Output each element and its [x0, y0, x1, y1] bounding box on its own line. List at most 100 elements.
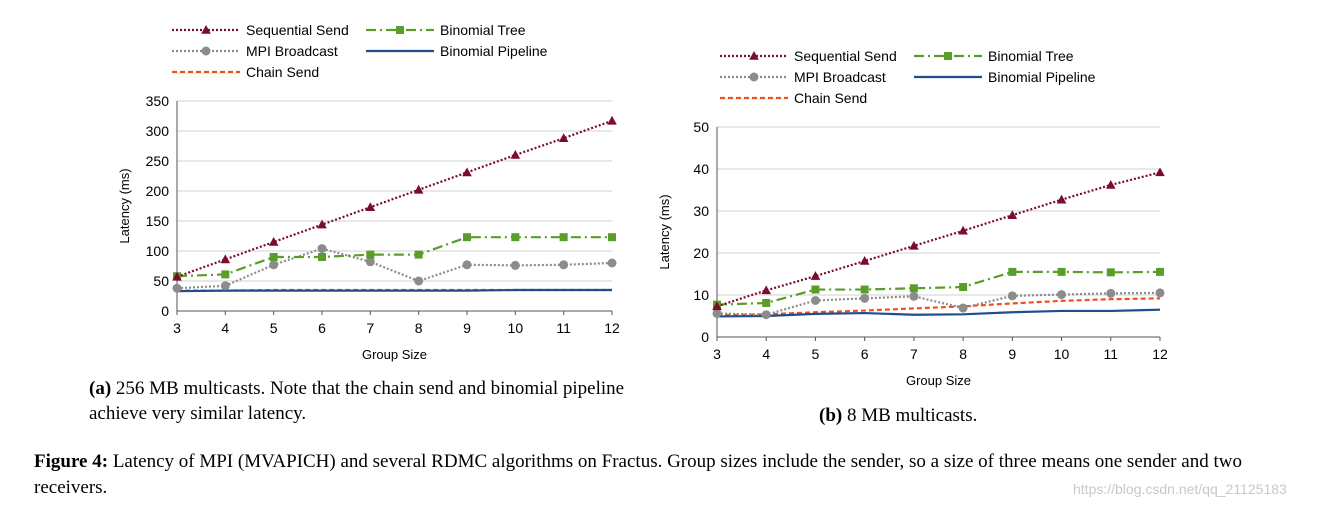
chart-b-point-mpi: [860, 293, 870, 303]
chart-a-ytick-label: 100: [146, 243, 170, 259]
chart-b-legend-label-binomial_tree: Binomial Tree: [988, 48, 1074, 64]
chart-b-xtick-label: 9: [1008, 346, 1016, 362]
chart-b-ylabel: Latency (ms): [657, 194, 672, 269]
chart-a-xtick-label: 12: [604, 320, 620, 336]
chart-a-xtick-label: 8: [415, 320, 423, 336]
chart-b-legend-label-sequential: Sequential Send: [794, 48, 897, 64]
chart-a-ytick-label: 200: [146, 183, 170, 199]
chart-b-xtick-label: 8: [959, 346, 967, 362]
chart-b-point-binomial_tree: [909, 284, 918, 293]
chart-a-xtick-label: 5: [270, 320, 278, 336]
chart-a-point-sequential: [607, 115, 617, 125]
chart-b-point-sequential: [859, 255, 870, 265]
chart-b-legend-marker-binomial_tree: [944, 52, 952, 60]
chart-b-point-mpi: [1057, 290, 1067, 300]
chart-a-point-sequential: [220, 254, 231, 264]
chart-b-point-mpi: [712, 308, 722, 318]
caption-a-label: (a): [89, 378, 112, 399]
chart-b-ytick-label: 0: [701, 329, 709, 345]
chart-a-series-binomial_pipeline: [176, 288, 612, 293]
chart-b-xtick-label: 4: [762, 346, 770, 362]
chart-b-xtick-label: 12: [1152, 346, 1168, 362]
chart-b-point-mpi: [761, 310, 771, 320]
chart-b-point-mpi: [810, 295, 820, 305]
chart-a-ytick-label: 0: [161, 303, 169, 319]
chart-a-point-mpi: [510, 260, 520, 270]
chart-b-point-sequential: [909, 240, 919, 250]
figure-caption: Figure 4: Latency of MPI (MVAPICH) and s…: [34, 449, 1254, 501]
chart-a-xtick-label: 3: [173, 320, 181, 336]
chart-a-point-mpi: [172, 283, 182, 293]
chart-b-ytick-label: 30: [693, 203, 709, 219]
chart-a-legend-label-mpi: MPI Broadcast: [246, 43, 338, 59]
caption-b-label: (b): [819, 405, 843, 426]
chart-b-legend-label-mpi: MPI Broadcast: [794, 69, 886, 85]
chart-a-point-sequential: [365, 202, 376, 211]
caption-a-text: 256 MB multicasts. Note that the chain s…: [89, 378, 625, 424]
chart-a-point-binomial_tree: [414, 250, 423, 259]
chart-a-ytick-label: 150: [146, 213, 170, 229]
chart-b-point-binomial_tree: [1057, 267, 1066, 276]
chart-b-ytick-label: 50: [693, 119, 709, 135]
chart-b-xtick-label: 11: [1104, 346, 1119, 362]
chart-b-legend-label-chain: Chain Send: [794, 90, 867, 106]
chart-b-8mb: 0 10 20 30 40 50 3 4 5 6 7 8 9 10 11 12 Group Size Latenc…: [657, 48, 1168, 388]
chart-b-series-binomial_tree: [716, 270, 1161, 306]
chart-a-point-mpi: [462, 260, 472, 270]
chart-a-ylabel: Latency (ms): [117, 168, 132, 243]
chart-a-point-binomial_tree: [366, 250, 375, 259]
chart-a-legend-marker-sequential: [201, 25, 211, 34]
chart-b-ytick-label: 20: [693, 245, 709, 261]
chart-b-point-sequential: [1105, 179, 1116, 189]
chart-a-point-mpi: [607, 258, 617, 268]
chart-a-series-sequential: [176, 119, 613, 278]
caption-a: (a) 256 MB multicasts. Note that the cha…: [89, 376, 649, 426]
chart-b-ytick-label: 10: [693, 287, 709, 303]
chart-b-point-binomial_tree: [1156, 267, 1164, 276]
chart-b-point-sequential: [1056, 194, 1067, 204]
chart-a-point-mpi: [220, 281, 230, 291]
chart-a-point-binomial_tree: [608, 233, 616, 242]
chart-b-point-binomial_tree: [1106, 268, 1115, 277]
chart-b-xtick-label: 7: [910, 346, 918, 362]
chart-a-legend-label-sequential: Sequential Send: [246, 22, 349, 38]
chart-b-point-binomial_tree: [811, 285, 820, 294]
chart-b-point-binomial_tree: [959, 283, 968, 292]
chart-a-point-mpi: [317, 244, 327, 254]
chart-a-legend-marker-mpi: [201, 46, 211, 56]
chart-b-point-binomial_tree: [860, 285, 869, 294]
chart-b-series-chain: [716, 297, 1161, 317]
chart-a-point-sequential: [462, 167, 472, 177]
chart-b-xtick-label: 6: [861, 346, 869, 362]
chart-b-point-sequential: [1155, 167, 1165, 177]
chart-a-point-sequential: [268, 237, 279, 246]
watermark: https://blog.csdn.net/qq_21125183: [1073, 481, 1287, 497]
chart-b-point-mpi: [909, 291, 919, 301]
chart-a-point-sequential: [317, 219, 327, 229]
caption-b-text: 8 MB multicasts.: [846, 405, 978, 426]
chart-a-xlabel: Group Size: [362, 347, 427, 362]
chart-b-xtick-label: 5: [812, 346, 820, 362]
chart-b-point-mpi: [958, 303, 968, 313]
chart-b-point-sequential: [761, 285, 772, 295]
chart-a-256mb: 0 50 100 150 200 250 300 350 3 4 5 6 7 8 9 10 11 12 Group …: [117, 22, 620, 362]
chart-a-ytick-label: 350: [146, 93, 170, 109]
chart-a-point-binomial_tree: [511, 233, 520, 242]
chart-b-point-sequential: [712, 301, 722, 311]
chart-a-xtick-label: 7: [366, 320, 374, 336]
chart-a-xtick-label: 11: [556, 320, 571, 336]
chart-a-point-binomial_tree: [269, 253, 278, 261]
chart-a-ytick-label: 300: [146, 123, 170, 139]
chart-b-point-sequential: [958, 225, 968, 235]
chart-a-point-mpi: [365, 257, 375, 267]
chart-b-series-mpi: [716, 291, 1161, 316]
chart-b-legend-marker-mpi: [749, 72, 759, 82]
chart-a-point-mpi: [559, 260, 569, 270]
chart-b-point-sequential: [810, 271, 821, 280]
caption-b: (b) 8 MB multicasts.: [819, 403, 1119, 428]
chart-a-series-mpi: [176, 247, 613, 290]
chart-a-legend-label-chain: Chain Send: [246, 64, 319, 80]
chart-a-point-binomial_tree: [463, 233, 471, 242]
chart-a-point-sequential: [510, 150, 521, 159]
